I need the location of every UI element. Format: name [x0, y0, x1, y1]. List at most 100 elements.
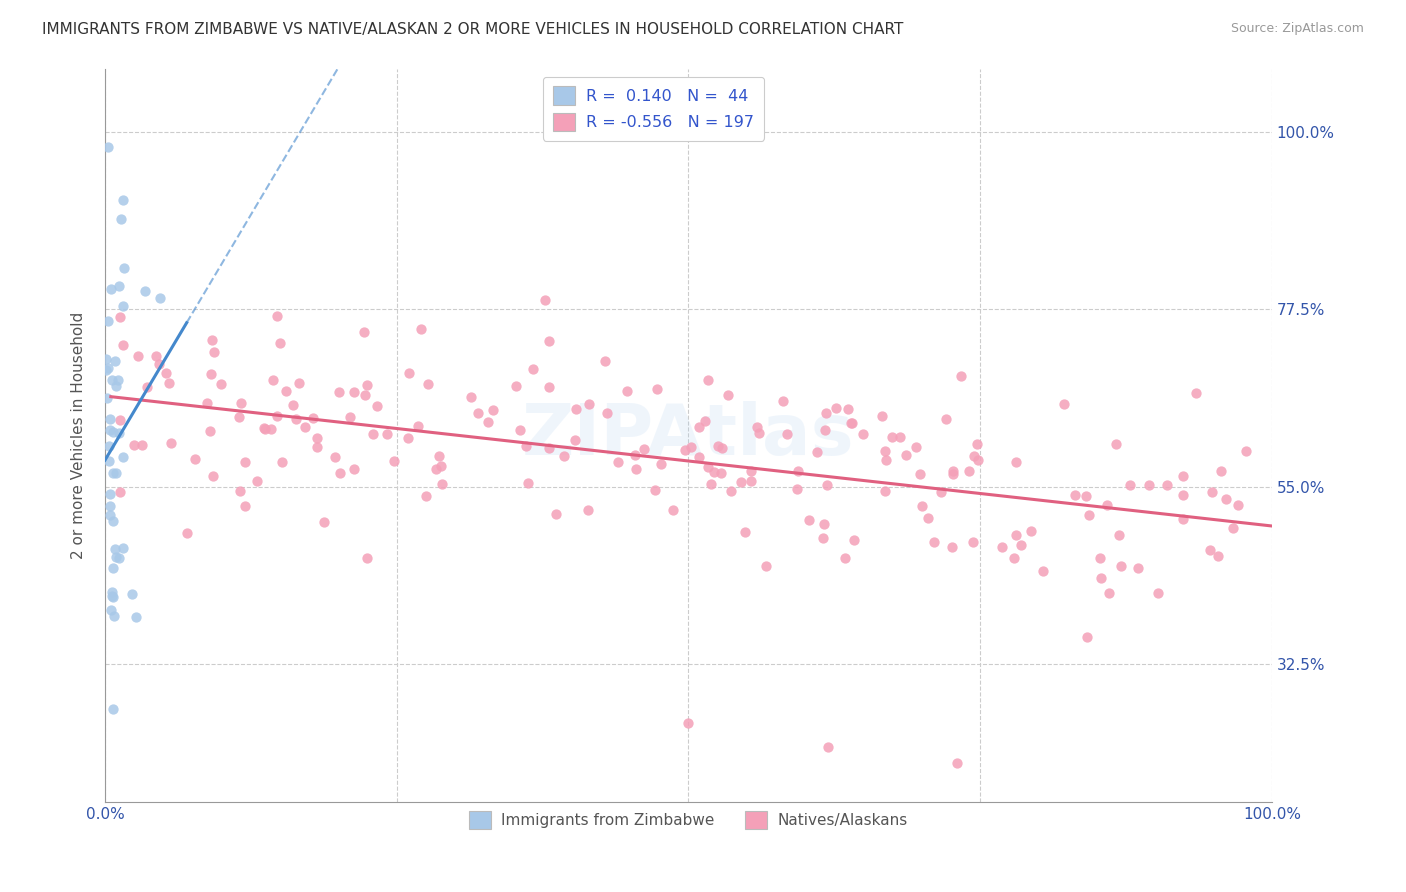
Point [693, 414, 716, 428]
Point [1119, 478, 1142, 492]
Point [430, 477, 453, 491]
Point [122, 438, 145, 452]
Point [149, 291, 172, 305]
Point [1005, 528, 1028, 542]
Point [1171, 488, 1194, 502]
Point [415, 489, 437, 503]
Point [697, 459, 720, 474]
Point [730, 475, 752, 490]
Point [339, 410, 361, 425]
Point [734, 524, 756, 539]
Point [966, 437, 988, 451]
Point [329, 466, 352, 480]
Point [963, 449, 986, 463]
Point [97, 360, 120, 375]
Point [353, 388, 375, 402]
Point [740, 474, 762, 488]
Point [935, 412, 957, 426]
Point [889, 430, 911, 444]
Point [942, 467, 965, 481]
Point [416, 376, 439, 391]
Point [1206, 549, 1229, 563]
Point [145, 349, 167, 363]
Point [1171, 512, 1194, 526]
Point [894, 448, 917, 462]
Point [917, 510, 939, 524]
Point [228, 410, 250, 425]
Point [624, 448, 647, 462]
Point [107, 373, 129, 387]
Point [101, 466, 124, 480]
Point [198, 424, 221, 438]
Point [565, 402, 588, 417]
Point [356, 551, 378, 566]
Point [703, 466, 725, 480]
Point [97, 454, 120, 468]
Point [105, 466, 128, 480]
Point [460, 391, 482, 405]
Point [720, 483, 742, 498]
Point [534, 293, 557, 307]
Point [787, 464, 810, 478]
Point [184, 451, 207, 466]
Point [108, 484, 131, 499]
Point [1156, 477, 1178, 491]
Point [353, 325, 375, 339]
Point [409, 322, 432, 336]
Point [96, 391, 118, 405]
Point [1010, 538, 1032, 552]
Point [176, 525, 198, 540]
Point [707, 439, 730, 453]
Point [710, 466, 733, 480]
Point [101, 374, 124, 388]
Point [1032, 564, 1054, 578]
Point [97, 140, 120, 154]
Point [229, 484, 252, 499]
Point [576, 503, 599, 517]
Point [112, 337, 135, 351]
Point [111, 450, 134, 464]
Point [1078, 508, 1101, 522]
Point [382, 454, 405, 468]
Point [811, 532, 834, 546]
Point [200, 368, 222, 382]
Point [96, 352, 118, 367]
Legend: Immigrants from Zimbabwe, Natives/Alaskans: Immigrants from Zimbabwe, Natives/Alaska… [463, 805, 914, 835]
Point [1147, 586, 1170, 600]
Point [814, 406, 837, 420]
Point [1137, 477, 1160, 491]
Point [270, 455, 292, 469]
Point [908, 467, 931, 481]
Point [1005, 455, 1028, 469]
Point [104, 550, 127, 565]
Point [1095, 498, 1118, 512]
Text: ZIPAtlas: ZIPAtlas [522, 401, 855, 470]
Point [112, 261, 135, 276]
Point [294, 420, 316, 434]
Point [941, 540, 963, 554]
Point [100, 603, 122, 617]
Point [673, 442, 696, 457]
Point [155, 366, 177, 380]
Point [100, 499, 122, 513]
Point [323, 450, 346, 465]
Point [711, 442, 734, 456]
Point [98, 411, 121, 425]
Point [103, 609, 125, 624]
Point [305, 440, 328, 454]
Point [98, 508, 121, 522]
Point [131, 437, 153, 451]
Point [942, 464, 965, 478]
Point [302, 410, 325, 425]
Point [1090, 551, 1112, 566]
Point [880, 430, 903, 444]
Point [262, 373, 284, 387]
Point [209, 377, 232, 392]
Point [815, 478, 838, 492]
Point [679, 440, 702, 454]
Point [430, 459, 453, 474]
Point [233, 499, 256, 513]
Point [467, 406, 489, 420]
Y-axis label: 2 or more Vehicles in Household: 2 or more Vehicles in Household [72, 312, 86, 559]
Point [578, 397, 600, 411]
